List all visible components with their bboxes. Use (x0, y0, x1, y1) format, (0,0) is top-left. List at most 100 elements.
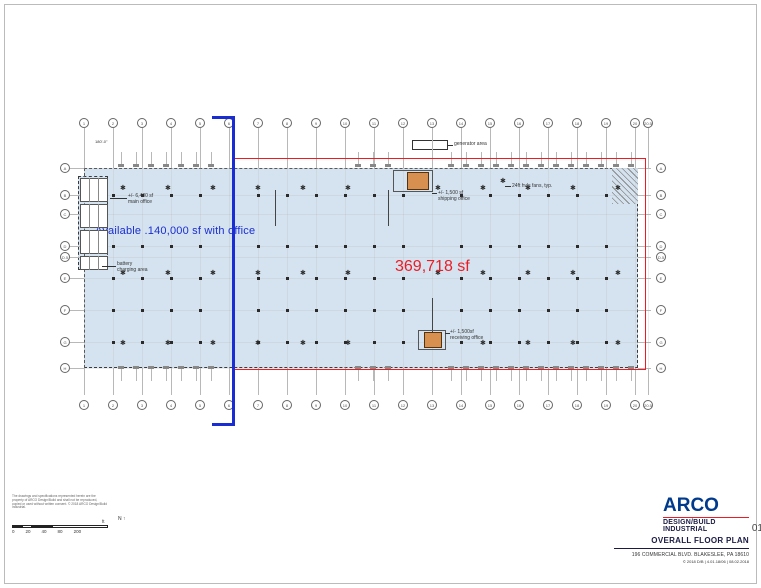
hvls-fan-icon: ✱ (255, 185, 261, 192)
structural-column (344, 245, 347, 248)
dock-door-top (208, 164, 214, 167)
dock-apron (616, 369, 617, 381)
grid-row-interior (84, 257, 638, 258)
grid-col-bubble: 5 (195, 118, 205, 128)
dock-apron (166, 152, 167, 164)
grid-row-line (70, 278, 84, 279)
scale-labels: 0204080200 (12, 529, 108, 534)
grid-row-line (638, 257, 651, 258)
grid-col-bubble: 20 (630, 118, 640, 128)
hvls-fan-icon: ✱ (300, 185, 306, 192)
dock-apron (388, 369, 389, 381)
structural-column (547, 245, 550, 248)
dock-apron (136, 369, 137, 381)
structural-column (199, 277, 202, 280)
dock-door-top (448, 164, 454, 167)
grid-col-bubble: 4 (166, 400, 176, 410)
red-zone-label: 369,718 sf (395, 258, 470, 276)
structural-column (373, 194, 376, 197)
dock-apron (211, 152, 212, 164)
structural-column (460, 309, 463, 312)
grid-col-bubble: 5 (195, 400, 205, 410)
dock-apron (526, 369, 527, 381)
dock-apron (166, 369, 167, 381)
grid-col-line (316, 128, 317, 168)
dock-apron (388, 152, 389, 164)
structural-column (170, 194, 173, 197)
hvls-fan-icon: ✱ (165, 270, 171, 277)
grid-row-interior (84, 195, 638, 196)
dock-apron (586, 152, 587, 164)
grid-col-interior (171, 168, 172, 368)
dock-door-top (628, 164, 634, 167)
structural-column (489, 245, 492, 248)
structural-column (402, 245, 405, 248)
structural-column (286, 245, 289, 248)
dock-door-top (568, 164, 574, 167)
dim-label: 180'-0" (95, 140, 107, 145)
hvls-fan-icon: ✱ (300, 270, 306, 277)
dock-door-top (538, 164, 544, 167)
dock-door-top (148, 164, 154, 167)
grid-row-line (638, 310, 651, 311)
callout-label: 24ft hvls fans, typ. (512, 184, 552, 190)
structural-column (518, 277, 521, 280)
project-address: 196 COMMERCIAL BLVD. BLAKESLEE, PA 18610 (614, 552, 749, 558)
grid-col-line (200, 128, 201, 168)
grid-col-interior (577, 168, 578, 368)
structural-column (315, 309, 318, 312)
grid-col-bubble: 7 (253, 118, 263, 128)
grid-col-line (113, 128, 114, 168)
hvls-fan-icon: ✱ (165, 340, 171, 347)
structural-column (315, 341, 318, 344)
grid-col-line (142, 128, 143, 168)
grid-col-bubble: 13 (427, 118, 437, 128)
interior-wall (432, 298, 433, 334)
leader-line (110, 198, 127, 199)
structural-column (576, 245, 579, 248)
dock-apron (181, 152, 182, 164)
office-room (80, 204, 108, 228)
structural-column (547, 194, 550, 197)
grid-col-bubble: 17 (543, 118, 553, 128)
grid-row-line (70, 342, 84, 343)
hvls-fan-icon: ✱ (120, 185, 126, 192)
grid-col-bubble: 12 (398, 118, 408, 128)
structural-column (344, 277, 347, 280)
structural-column (141, 341, 144, 344)
structural-column (141, 309, 144, 312)
dock-apron (466, 152, 467, 164)
structural-column (112, 277, 115, 280)
structural-column (257, 309, 260, 312)
dock-apron (511, 369, 512, 381)
dock-door-top (178, 164, 184, 167)
grid-col-line (403, 368, 404, 395)
structural-column (373, 245, 376, 248)
dock-door-top (583, 164, 589, 167)
grid-col-interior (316, 168, 317, 368)
grid-col-interior (606, 168, 607, 368)
structural-column (257, 194, 260, 197)
dock-door-top (370, 164, 376, 167)
generator-pad (412, 140, 448, 150)
scale-tick: 20 (26, 529, 31, 534)
grid-col-bubble: 1 (79, 400, 89, 410)
hvls-fan-icon: ✱ (525, 270, 531, 277)
dock-apron (121, 152, 122, 164)
grid-col-bubble: 20.5 (643, 400, 653, 410)
grid-col-line (142, 368, 143, 395)
grid-row-bubble: D (60, 241, 70, 251)
title-rule (614, 548, 749, 549)
grid-col-line (316, 368, 317, 395)
dock-apron (526, 152, 527, 164)
structural-column (576, 309, 579, 312)
grid-col-line (374, 128, 375, 168)
structural-column (547, 341, 550, 344)
grid-col-line (84, 368, 85, 395)
receiving-office (424, 332, 442, 348)
grid-col-line (606, 128, 607, 168)
structural-column (605, 341, 608, 344)
dock-apron (571, 369, 572, 381)
dock-apron (373, 369, 374, 381)
grid-row-bubble: C (60, 209, 70, 219)
